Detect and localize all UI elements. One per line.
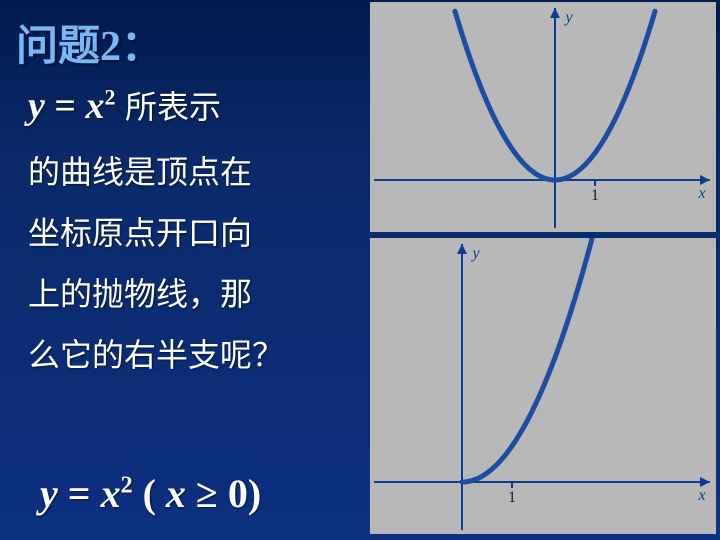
eq2-cond-op: ≥ [186, 471, 228, 516]
eq2-sign: = [58, 471, 101, 516]
text-part1: 所表示 [125, 89, 221, 125]
svg-text:y: y [470, 245, 480, 262]
text-line5: 么它的右半支呢？ [28, 337, 284, 373]
eq-rhs-base: x [86, 85, 105, 127]
eq2-base: x [101, 471, 121, 516]
eq2-paren-close: ) [248, 471, 261, 516]
eq-sign: = [45, 85, 86, 127]
eq2-exp: 2 [121, 473, 133, 499]
svg-text:y: y [563, 9, 573, 26]
bottom-equation: y = x2 ( x ≥ 0) [40, 470, 261, 517]
graph-half-parabola: 1 x y [370, 238, 716, 534]
parabola-half-svg: 1 x y [370, 238, 716, 534]
eq2-paren-open: ( [133, 471, 166, 516]
text-line3: 坐标原点开口向 [28, 215, 252, 251]
svg-text:x: x [697, 185, 705, 202]
eq2-lhs: y [40, 471, 58, 516]
graph-full-parabola: 1 x y [370, 2, 716, 232]
eq-rhs-exp: 2 [105, 84, 116, 109]
eq2-cond-var: x [166, 471, 186, 516]
text-line2: 的曲线是顶点在 [28, 154, 252, 190]
question-text: y = x2 所表示 的曲线是顶点在 坐标原点开口向 上的抛物线，那 么它的右半… [28, 70, 358, 385]
svg-text:1: 1 [508, 489, 516, 506]
text-line4: 上的抛物线，那 [28, 276, 252, 312]
eq2-cond-val: 0 [228, 471, 248, 516]
svg-text:1: 1 [591, 187, 599, 204]
parabola-full-svg: 1 x y [370, 2, 716, 232]
eq-lhs: y [28, 85, 45, 127]
question-title: 问题2： [16, 12, 163, 73]
inline-equation: y = x2 [28, 85, 125, 127]
svg-text:x: x [697, 487, 705, 504]
